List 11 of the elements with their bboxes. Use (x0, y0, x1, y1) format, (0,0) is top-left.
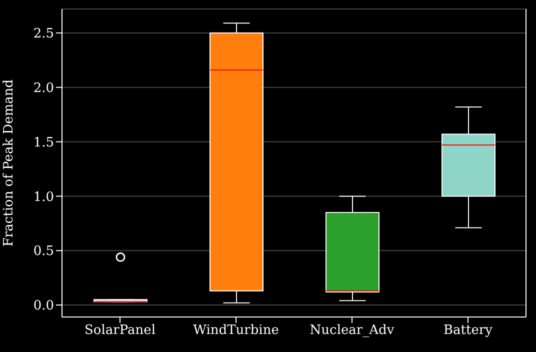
y-tick-label: 0.0 (33, 298, 54, 314)
y-tick-label: 2.5 (33, 26, 54, 42)
x-tick-label: Nuclear_Adv (310, 323, 395, 338)
x-tick-label: Battery (443, 323, 494, 338)
y-tick-label: 2.0 (33, 80, 54, 96)
y-tick-label: 1.0 (33, 190, 54, 205)
y-tick-label: 1.5 (33, 135, 54, 150)
x-tick-label: WindTurbine (193, 323, 280, 338)
x-tick-label: SolarPanel (84, 323, 156, 338)
y-axis-title: Fraction of Peak Demand (2, 79, 17, 247)
y-tick-label: 0.5 (33, 244, 54, 260)
